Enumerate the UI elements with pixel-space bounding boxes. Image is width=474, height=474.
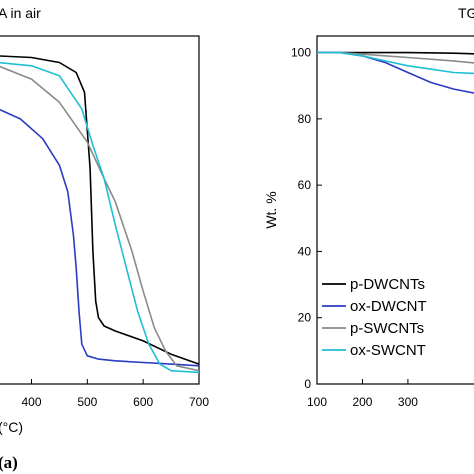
left-x-ticks: 400 500 600 700 [21,379,209,409]
right-y-tick-label: 60 [298,178,312,192]
left-plot-frame [0,35,200,385]
panel-label-a: (a) [0,453,18,472]
left-panel: A in air 400 500 600 700 (°C) (a) [0,5,209,472]
right-series-line-1 [317,51,474,94]
right-panel: TG 100 200 300 0 20 40 60 80 100 Wt. % p-DWCNTs… [263,5,474,409]
right-series-group [317,51,474,94]
left-series-group [0,55,200,374]
right-x-tick-label: 200 [352,395,372,409]
right-x-tick-label: 300 [398,395,418,409]
left-x-axis-label: (°C) [0,419,23,435]
legend-entry: ox-SWCNT [350,342,426,359]
legend-entry: p-DWCNTs [350,276,425,293]
left-x-tick-label: 400 [21,395,41,409]
right-legend: p-DWCNTs ox-DWCNT p-SWCNTs ox-SWCNT [322,276,427,359]
right-y-tick-label: 20 [298,311,312,325]
left-series-line-0 [0,55,200,365]
right-plot-frame [316,35,474,385]
right-y-axis-label: Wt. % [263,191,279,228]
right-chart-title: TG [458,5,474,21]
right-x-tick-label: 100 [307,395,327,409]
left-x-tick-label: 500 [77,395,97,409]
left-series-line-2 [0,65,200,372]
right-y-tick-label: 80 [298,112,312,126]
right-x-ticks: 100 200 300 [307,379,418,409]
left-chart-title: A in air [0,5,41,21]
left-x-tick-label: 600 [133,395,153,409]
right-y-tick-label: 0 [304,377,311,391]
legend-entry: p-SWCNTs [350,320,424,337]
left-series-line-3 [0,61,200,374]
legend-entry: ox-DWCNT [350,298,427,315]
right-y-tick-label: 40 [298,244,312,258]
left-series-line-1 [0,108,200,367]
left-x-tick-label: 700 [189,395,209,409]
right-series-line-3 [317,51,474,75]
right-y-tick-label: 100 [291,46,311,60]
right-y-ticks: 0 20 40 60 80 100 [291,46,322,391]
